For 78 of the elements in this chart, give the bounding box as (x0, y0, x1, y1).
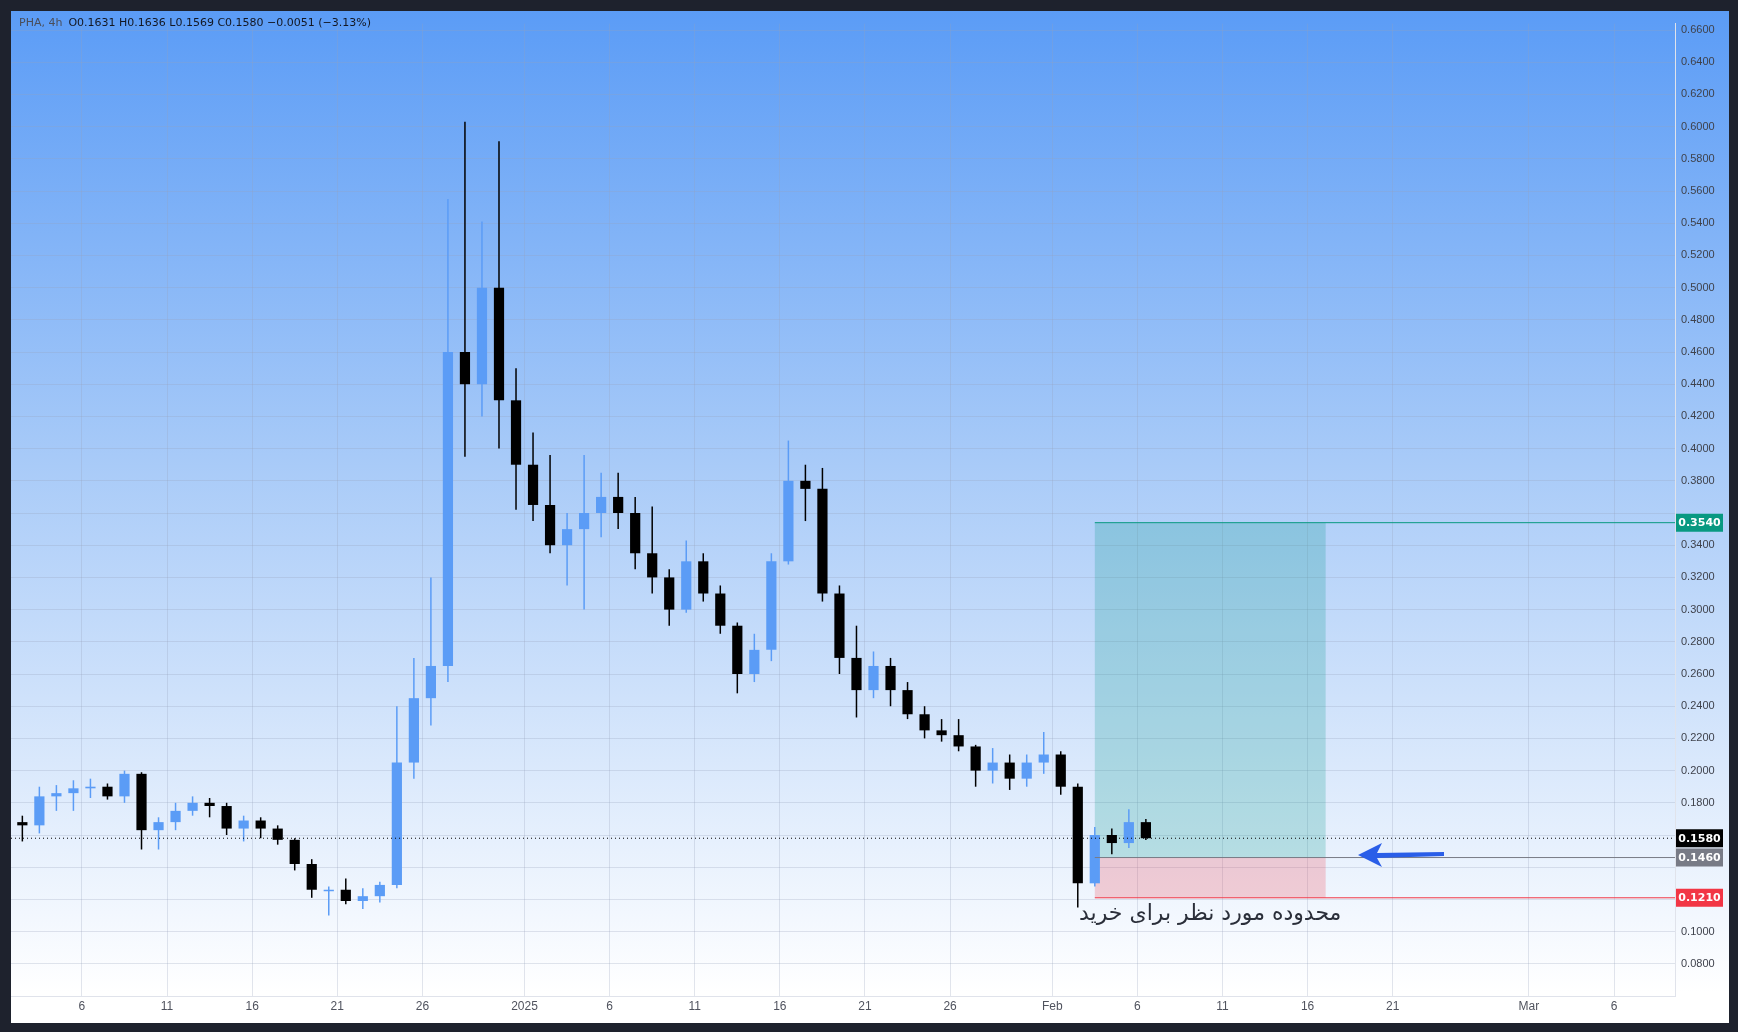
candlestick (561, 512, 573, 587)
y-tick-label: 0.3000 (1681, 602, 1715, 615)
chart-title: PHA, 4h (19, 16, 63, 29)
y-tick-label: 0.2000 (1681, 763, 1715, 776)
x-tick-label: 16 (1300, 998, 1315, 1013)
candlestick (153, 816, 164, 851)
y-tick-label: 0.2200 (1681, 731, 1715, 744)
candlestick (1123, 808, 1134, 849)
candlestick (187, 795, 198, 817)
candlestick (459, 121, 471, 458)
ref-line-label: 0.1460 (1678, 850, 1722, 864)
y-tick-label: 0.3200 (1681, 570, 1715, 583)
y-tick-label: 0.4200 (1681, 409, 1715, 422)
x-tick-label: 6 (78, 998, 86, 1013)
y-tick-label: 0.4400 (1681, 377, 1715, 390)
x-tick-label: 6 (1134, 998, 1142, 1013)
y-tick-label: 0.3800 (1681, 473, 1715, 486)
candlestick (1004, 753, 1015, 791)
candlestick (919, 705, 930, 740)
x-tick-label: 2025 (511, 998, 539, 1013)
candlestick (255, 816, 266, 839)
candlestick (357, 887, 368, 910)
y-tick-label: 0.2800 (1681, 634, 1715, 647)
chart-subtitle: O0.1631 H0.1636 L0.1569 C0.1580 −0.0051 (−3.13%) (68, 16, 372, 29)
x-tick-label: 16 (773, 998, 787, 1013)
candlestick (119, 769, 130, 804)
x-tick-label: 6 (606, 998, 614, 1013)
candlestick (374, 880, 385, 904)
candlestick (936, 718, 947, 743)
y-tick-label: 0.1000 (1681, 924, 1715, 937)
y-tick-label: 0.0800 (1681, 956, 1715, 969)
x-tick-label: 26 (943, 998, 958, 1013)
x-tick-label: 11 (688, 998, 702, 1013)
y-tick-label: 0.5000 (1681, 280, 1715, 293)
x-tick-label: 6 (1610, 998, 1618, 1013)
x-tick-label: 21 (1386, 998, 1400, 1013)
candlestick (987, 747, 998, 785)
y-tick-label: 0.2400 (1681, 699, 1715, 712)
candlestick (1038, 731, 1049, 775)
candlestick (51, 784, 62, 812)
x-tick-label: 11 (1216, 998, 1230, 1013)
y-tick-label: 0.6000 (1681, 119, 1715, 132)
x-tick-label: 26 (415, 998, 430, 1013)
candlestick (613, 472, 624, 530)
candlestick (596, 472, 607, 538)
y-tick-label: 0.4600 (1681, 345, 1715, 358)
ref-line-label: 0.1210 (1678, 891, 1722, 905)
y-tick-label: 0.4000 (1681, 441, 1715, 454)
x-tick-label: 16 (245, 998, 260, 1013)
candlestick (340, 877, 351, 905)
y-tick-label: 0.6200 (1681, 87, 1715, 100)
x-tick-label: 21 (858, 998, 872, 1013)
y-tick-label: 0.4800 (1681, 312, 1715, 325)
y-tick-label: 0.1800 (1681, 795, 1715, 808)
y-tick-label: 0.5400 (1681, 216, 1715, 229)
y-tick-label: 0.6600 (1681, 23, 1715, 36)
y-tick-label: 0.5200 (1681, 248, 1715, 261)
y-tick-label: 0.2600 (1681, 667, 1715, 680)
candlestick (579, 454, 590, 611)
x-tick-label: 21 (330, 998, 345, 1013)
x-tick-label: Mar (1518, 998, 1540, 1013)
candlestick (68, 779, 79, 812)
candlestick (238, 814, 249, 843)
candlestick (800, 463, 811, 522)
y-tick-label: 0.5800 (1681, 151, 1715, 164)
candlestick (204, 797, 215, 819)
candlestick (221, 802, 232, 836)
ref-line-label: 0.1580 (1678, 831, 1722, 845)
annotation: محدوده مورد نظر برای خرید (1079, 899, 1342, 925)
candlestick (1021, 753, 1032, 788)
candlestick (953, 718, 964, 753)
x-tick-label: Feb (1041, 998, 1063, 1013)
ref-line-label: 0.3540 (1678, 516, 1722, 530)
y-tick-label: 0.3400 (1681, 538, 1715, 551)
candlestick (170, 802, 181, 831)
y-tick-label: 0.5600 (1681, 184, 1715, 197)
x-tick-label: 11 (160, 998, 174, 1013)
y-tick-label: 0.6400 (1681, 55, 1715, 68)
